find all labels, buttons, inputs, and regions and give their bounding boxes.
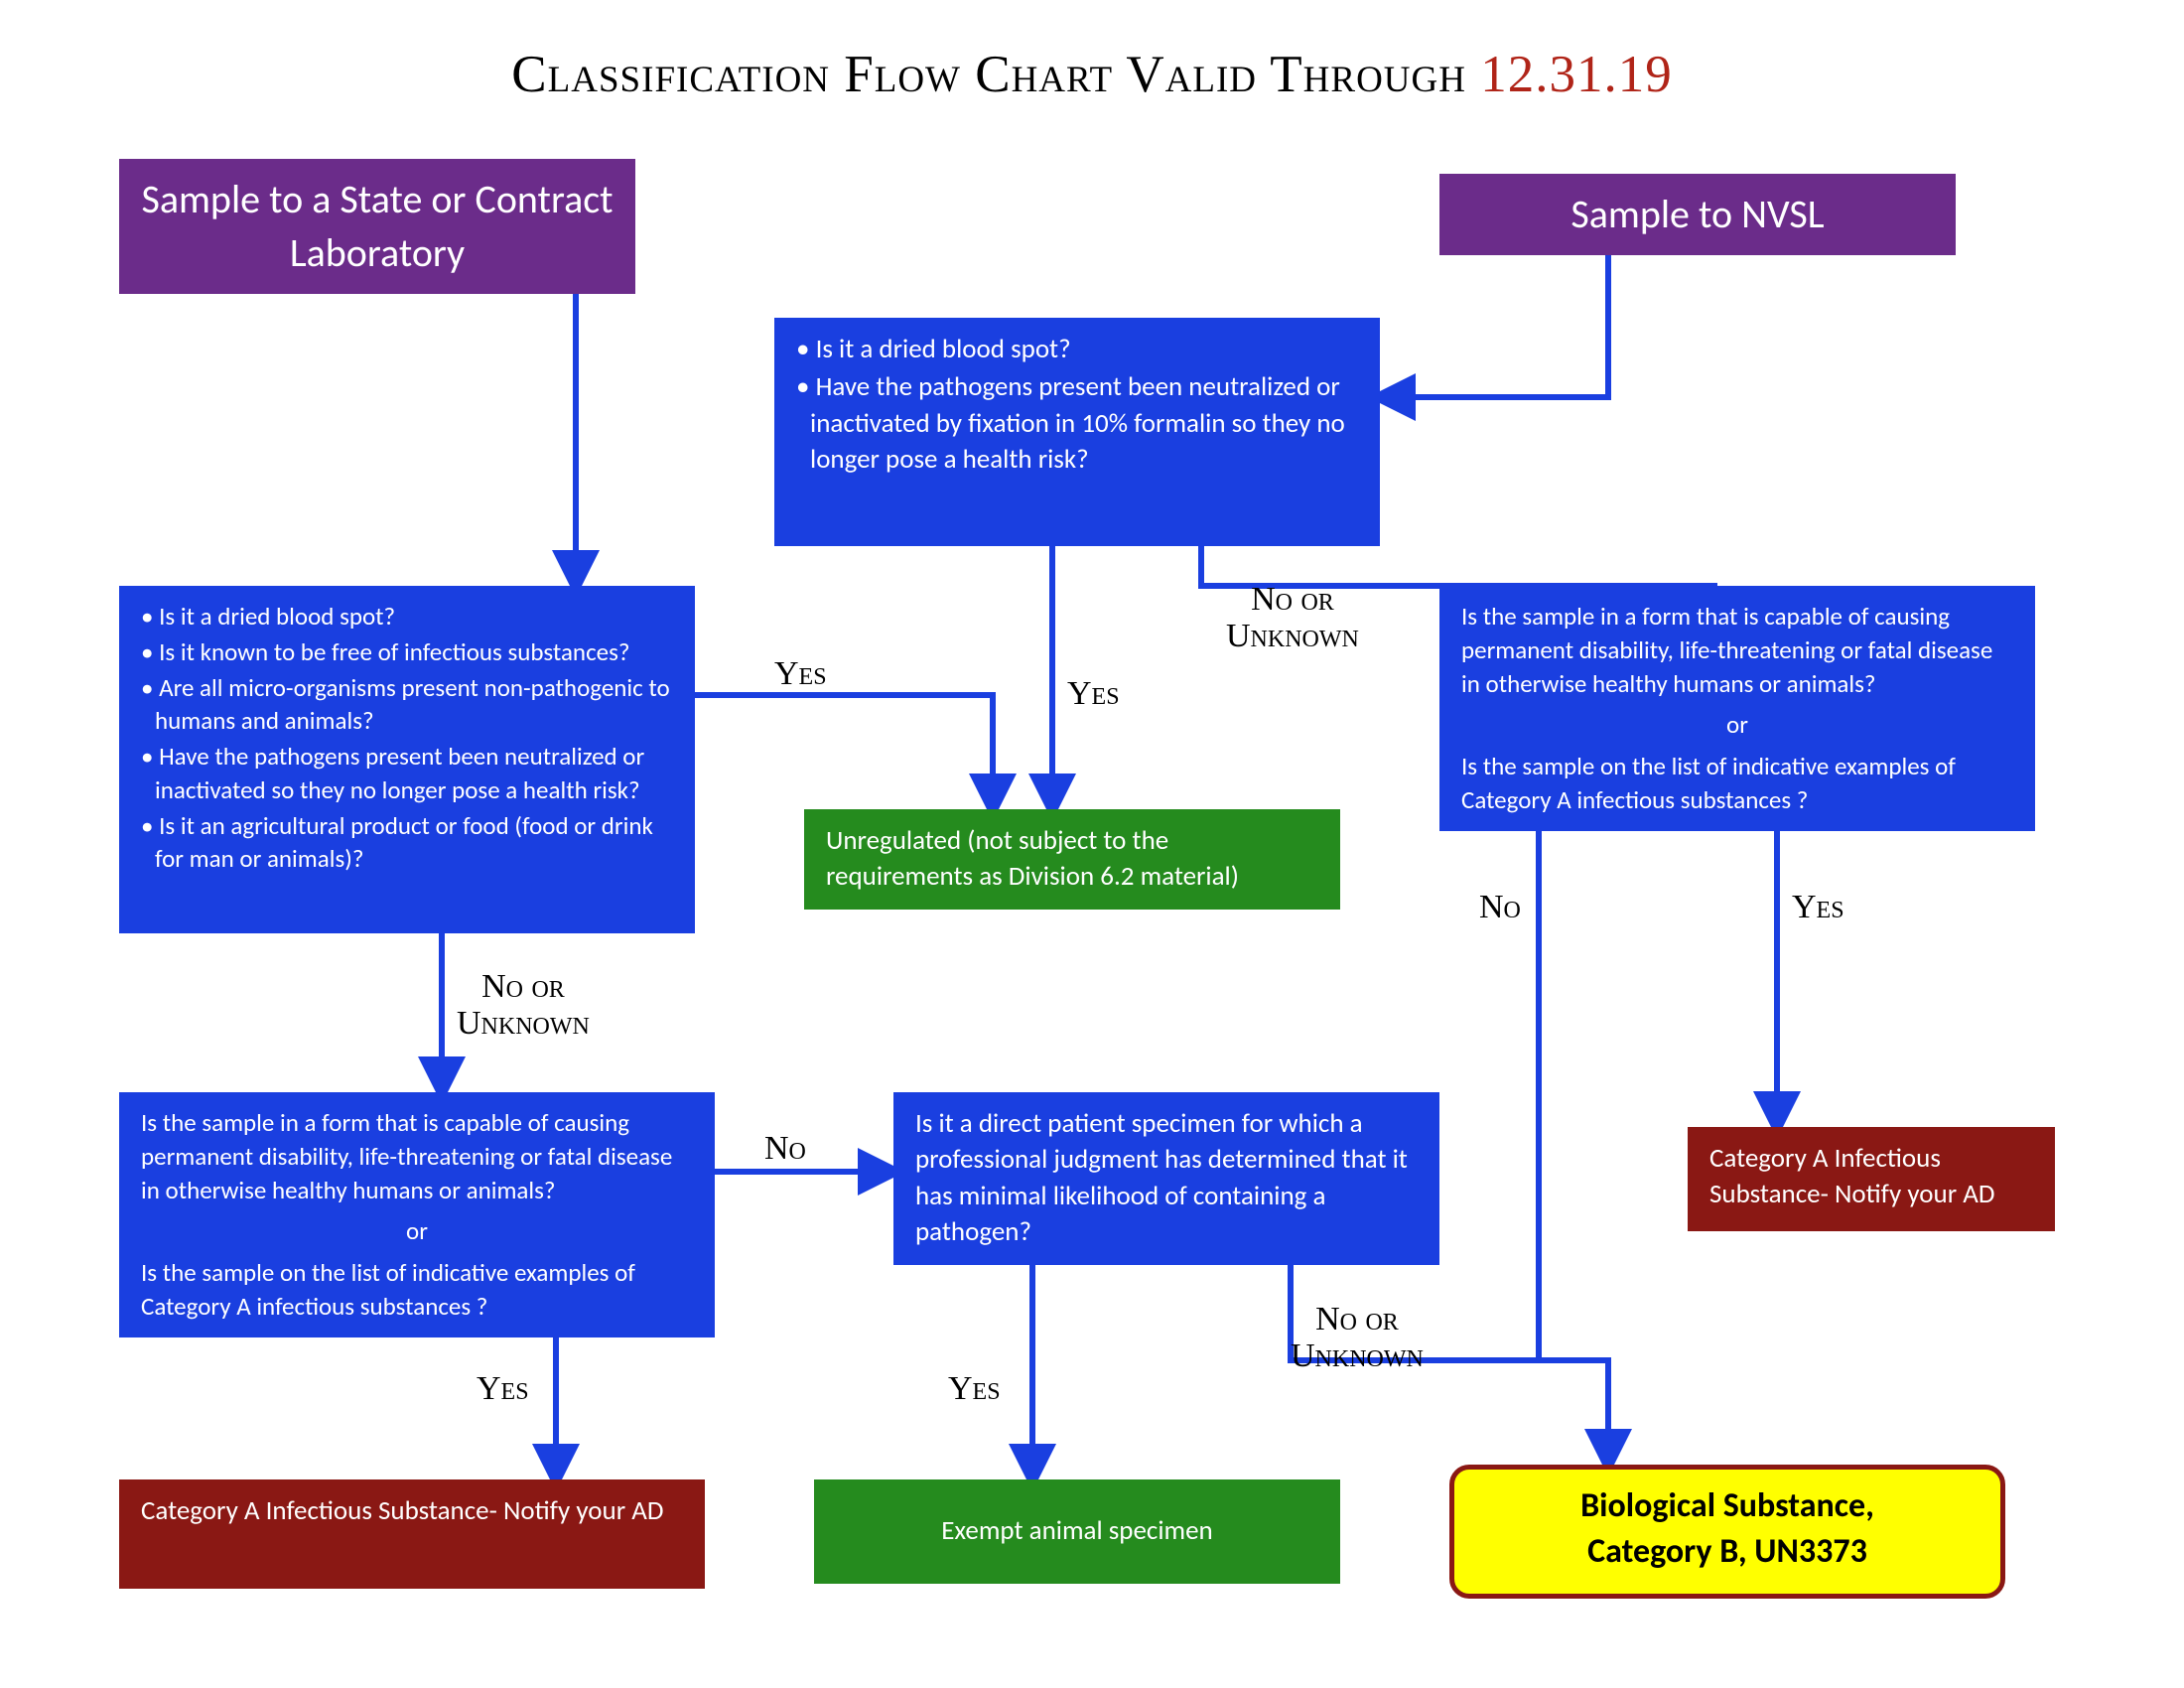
- nvsl-question-1: Is it a dried blood spot? Have the patho…: [774, 318, 1380, 546]
- title-date: 12.31.19: [1480, 46, 1673, 103]
- cat-a-left-or: or: [141, 1214, 693, 1248]
- bio-b-line2: Category B, UN3373: [1476, 1529, 1979, 1575]
- result-biological-b: Biological Substance, Category B, UN3373: [1449, 1465, 2005, 1599]
- exempt-text: Exempt animal specimen: [941, 1514, 1212, 1547]
- state-q1-bullets: Is it a dried blood spot? Is it known to…: [141, 600, 673, 876]
- cat-a-left-p2: Is the sample on the list of indicative …: [141, 1257, 635, 1322]
- edge-label: Yes: [774, 655, 827, 692]
- result-exempt: Exempt animal specimen: [814, 1479, 1340, 1584]
- result-cat-a-left: Category A Infectious Substance- Notify …: [119, 1479, 705, 1589]
- direct-specimen-text: Is it a direct patient specimen for whic…: [915, 1107, 1408, 1248]
- nvsl-q1-bullets: Is it a dried blood spot? Have the patho…: [796, 332, 1358, 479]
- unregulated-text: Unregulated (not subject to the requirem…: [826, 824, 1239, 893]
- edge-label: Yes: [477, 1370, 529, 1407]
- start-nvsl-text: Sample to NVSL: [1570, 190, 1824, 238]
- edge-label: No orUnknown: [1226, 581, 1359, 655]
- edge-label: Yes: [1792, 889, 1844, 925]
- result-cat-a-right: Category A Infectious Substance- Notify …: [1688, 1127, 2055, 1231]
- chart-title: Classification Flow Chart Valid Through …: [0, 45, 2184, 104]
- state-q1-b5: Is it an agricultural product or food (f…: [141, 809, 673, 877]
- nvsl-q1-b1: Is it a dried blood spot?: [796, 332, 1358, 367]
- cat-a-right-p2: Is the sample on the list of indicative …: [1461, 751, 1956, 815]
- cat-a-question-left: Is the sample in a form that is capable …: [119, 1092, 715, 1337]
- state-q1-b3: Are all micro-organisms present non-path…: [141, 671, 673, 739]
- edge-label: No: [1479, 889, 1521, 925]
- result-unregulated: Unregulated (not subject to the requirem…: [804, 809, 1340, 910]
- title-text: Classification Flow Chart Valid Through: [511, 46, 1480, 103]
- start-nvsl: Sample to NVSL: [1439, 174, 1956, 255]
- state-question-1: Is it a dried blood spot? Is it known to…: [119, 586, 695, 933]
- edge-label: Yes: [1067, 675, 1120, 712]
- edge-label: No: [764, 1130, 806, 1167]
- start-state-lab-text: Sample to a State or Contract Laboratory: [141, 175, 613, 277]
- cat-a-right-p1: Is the sample in a form that is capable …: [1461, 601, 1992, 699]
- bio-b-line1: Biological Substance,: [1476, 1483, 1979, 1529]
- start-state-lab: Sample to a State or Contract Laboratory: [119, 159, 635, 294]
- cat-a-question-right: Is the sample in a form that is capable …: [1439, 586, 2035, 831]
- state-q1-b2: Is it known to be free of infectious sub…: [141, 635, 673, 669]
- state-q1-b4: Have the pathogens present been neutrali…: [141, 740, 673, 807]
- cat-a-left-p1: Is the sample in a form that is capable …: [141, 1107, 672, 1205]
- edge-label: Yes: [948, 1370, 1001, 1407]
- cat-a-right-result-text: Category A Infectious Substance- Notify …: [1709, 1142, 1994, 1210]
- edge-label: No orUnknown: [1291, 1301, 1424, 1375]
- direct-specimen-question: Is it a direct patient specimen for whic…: [893, 1092, 1439, 1265]
- state-q1-b1: Is it a dried blood spot?: [141, 600, 673, 633]
- cat-a-left-result-text: Category A Infectious Substance- Notify …: [141, 1494, 663, 1527]
- cat-a-right-or: or: [1461, 708, 2013, 742]
- nvsl-q1-b2: Have the pathogens present been neutrali…: [796, 369, 1358, 478]
- edge-label: No orUnknown: [457, 968, 590, 1043]
